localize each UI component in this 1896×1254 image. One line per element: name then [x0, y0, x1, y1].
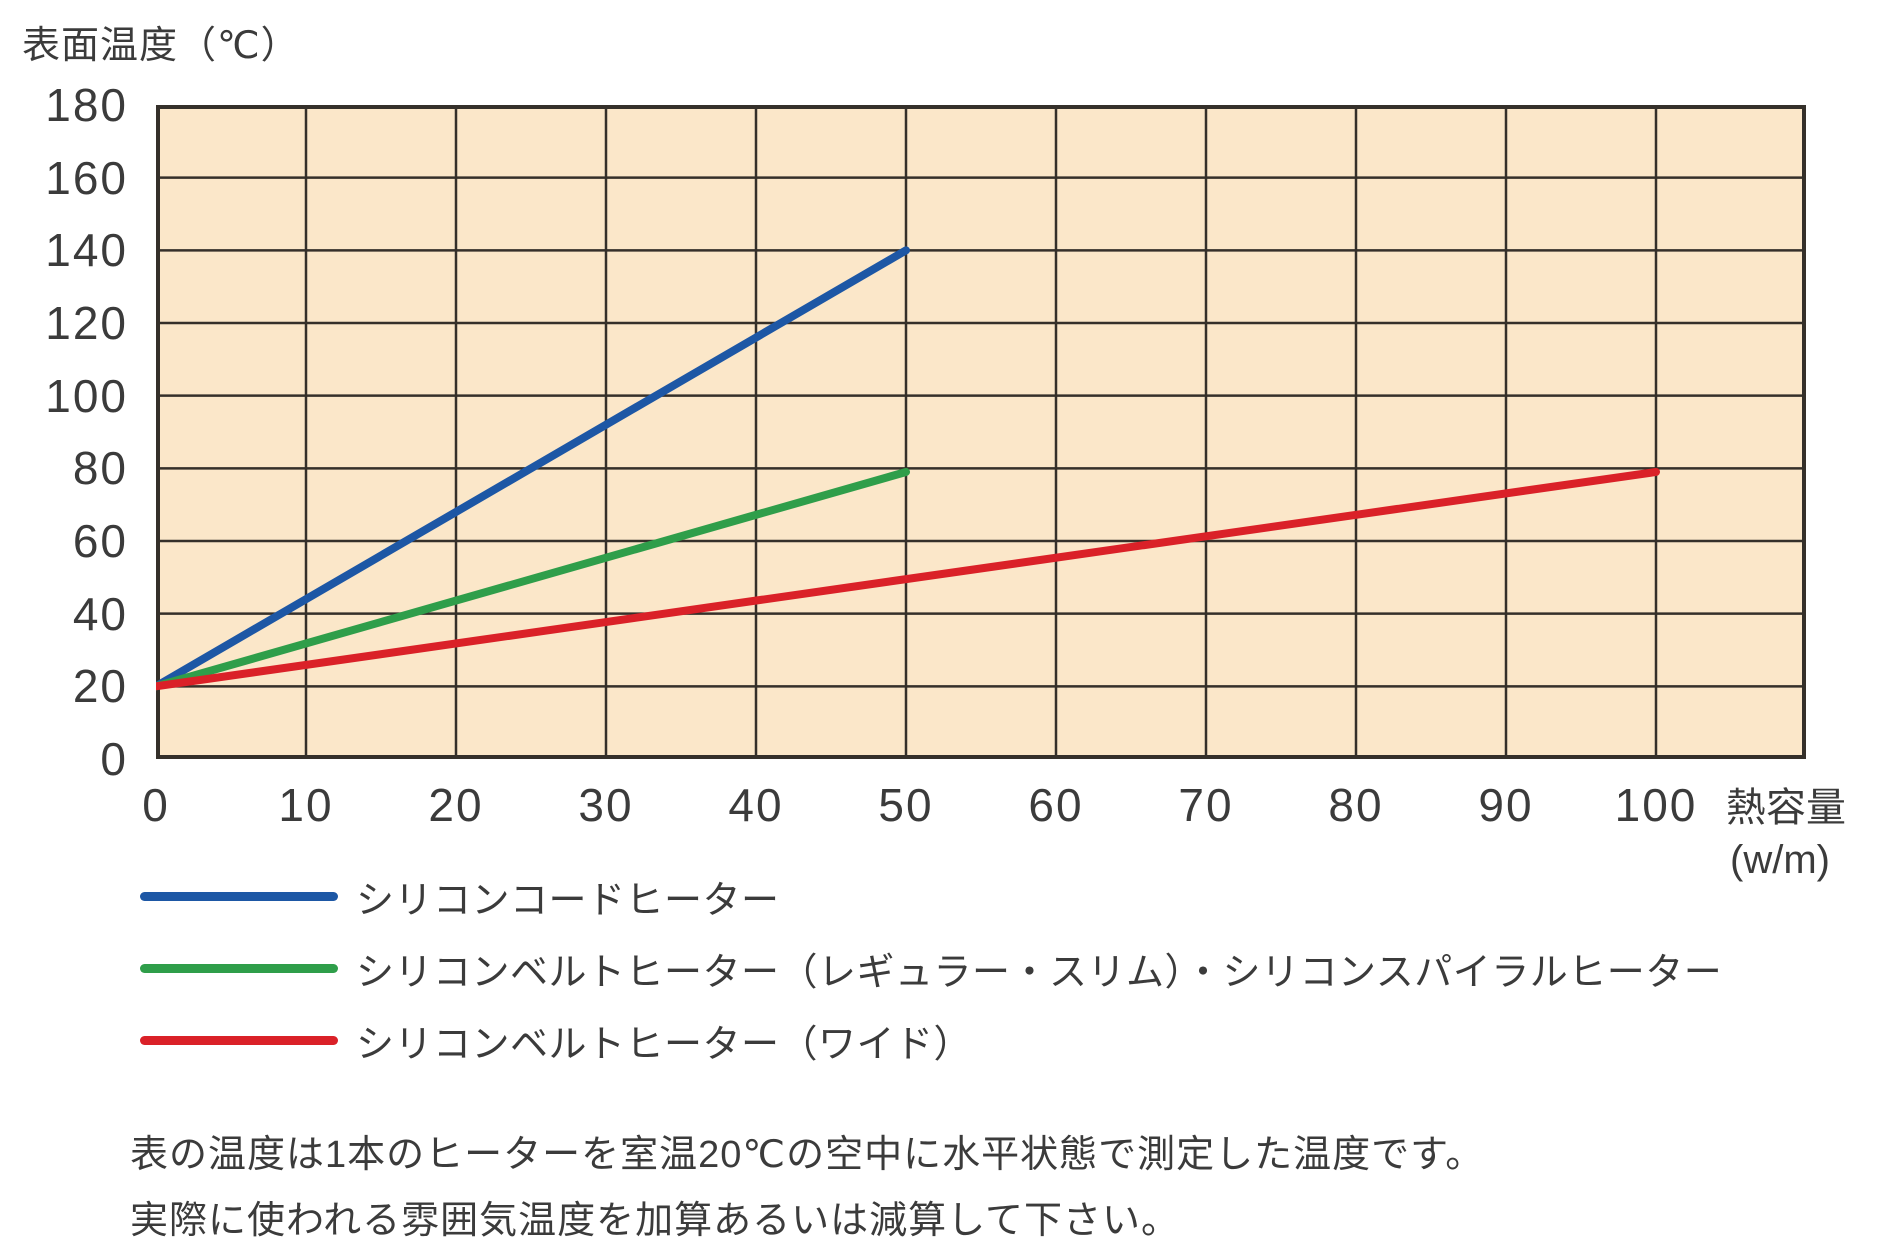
y-tick-label: 40	[72, 587, 128, 640]
y-tick-label: 20	[72, 660, 128, 713]
y-tick-label: 180	[45, 79, 128, 131]
legend-label: シリコンコードヒーター	[356, 879, 780, 922]
x-tick-label: 0	[142, 779, 170, 831]
series-line-2	[156, 467, 1660, 691]
x-tick-label: 80	[1328, 779, 1384, 831]
footnote-line-1: 表の温度は1本のヒーターを室温20℃の空中に水平状態で測定した温度です。	[130, 1134, 1485, 1176]
legend-swatch-line	[140, 1035, 338, 1045]
x-axis-title-text: 熱容量	[1726, 786, 1846, 830]
y-tick-label: 60	[72, 515, 128, 567]
legend-item: シリコンベルトヒーター（レギュラー・スリム）・シリコンスパイラルヒーター	[140, 932, 1722, 1004]
legend-item: シリコンベルトヒーター（ワイド）	[140, 1004, 972, 1076]
footnote-line-2: 実際に使われる雰囲気温度を加算あるいは減算して下さい。	[130, 1200, 1180, 1242]
x-tick-label: 20	[428, 779, 484, 831]
legend-item: シリコンコードヒーター	[140, 860, 780, 932]
legend-label: シリコンベルトヒーター（ワイド）	[356, 1023, 973, 1066]
legend-swatch-line	[140, 963, 338, 973]
x-tick-label: 100	[1614, 779, 1698, 831]
x-tick-label: 90	[1478, 779, 1534, 831]
plot-border	[156, 105, 1806, 759]
line-chart-plot-area	[156, 105, 1806, 759]
y-tick-label: 160	[45, 151, 128, 204]
series-line-1	[156, 467, 910, 691]
plot-background	[156, 105, 1806, 759]
series-line-0	[156, 246, 910, 691]
y-tick-label: 140	[45, 224, 128, 277]
y-tick-label: 80	[72, 442, 128, 495]
x-tick-label: 60	[1028, 779, 1084, 831]
legend-swatch-line	[140, 891, 338, 901]
y-axis-title: 表面温度（℃）	[22, 25, 300, 67]
x-tick-label: 40	[728, 779, 784, 831]
y-axis-tick-labels: 0 20 40 60 80 100 120 140 160 180	[0, 0, 128, 1254]
x-tick-label: 10	[278, 779, 334, 831]
x-axis-unit-label: (w/m)	[1730, 838, 1830, 882]
x-tick-label: 70	[1178, 779, 1234, 831]
footnote: 表の温度は1本のヒーターを室温20℃の空中に水平状態で測定した温度です。 実際に…	[130, 1122, 1484, 1254]
x-axis-title: 熱容量 (w/m)	[1726, 782, 1846, 886]
y-tick-label: 0	[100, 733, 128, 785]
legend-label: シリコンベルトヒーター（レギュラー・スリム）・シリコンスパイラルヒーター	[356, 951, 1723, 994]
y-tick-label: 120	[45, 297, 128, 349]
y-tick-label: 100	[45, 369, 128, 422]
x-tick-label: 30	[578, 779, 634, 831]
x-tick-label: 50	[878, 779, 934, 831]
